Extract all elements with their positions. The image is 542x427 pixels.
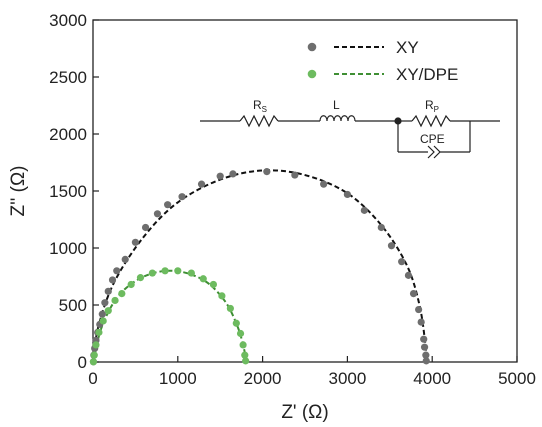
data-point-xy-dpe [90, 351, 98, 359]
data-point-xy [216, 172, 224, 180]
x-tick-label: 3000 [328, 369, 366, 388]
x-tick-label: 1000 [159, 369, 197, 388]
data-point-xy-dpe [241, 351, 249, 359]
data-point-xy [104, 287, 112, 295]
y-axis-title: Z'' (Ω) [8, 166, 29, 217]
data-point-xy-dpe [104, 307, 112, 315]
x-axis-title: Z' (Ω) [281, 402, 328, 423]
data-markers [89, 168, 430, 366]
resistor-rp-icon [411, 114, 451, 128]
legend-marker-xy [307, 42, 317, 52]
data-point-xy-dpe [92, 341, 100, 349]
data-point-xy [108, 276, 117, 284]
x-tick-label: 5000 [498, 369, 536, 388]
data-point-xy [263, 168, 271, 176]
data-point-xy [422, 357, 430, 365]
data-point-xy [320, 180, 328, 188]
data-point-xy [291, 171, 299, 179]
y-tick-label: 3000 [49, 11, 87, 30]
data-point-xy-dpe [242, 357, 250, 365]
data-point-xy-dpe [136, 274, 145, 282]
y-tick-label: 1000 [49, 239, 87, 258]
data-point-xy [343, 190, 351, 199]
data-point-xy-dpe [199, 275, 207, 283]
data-point-xy [420, 335, 428, 343]
data-point-xy [387, 242, 396, 250]
data-point-xy-dpe [161, 267, 169, 275]
data-point-xy [101, 299, 109, 307]
y-tick-label: 500 [59, 296, 87, 315]
circuit-label-cpe: CPE [420, 132, 445, 146]
equivalent-circuit-inset [200, 114, 500, 159]
data-point-xy [197, 180, 206, 188]
data-point-xy [153, 210, 162, 218]
data-point-xy-dpe [209, 280, 218, 289]
data-point-xy-dpe [148, 269, 156, 277]
data-point-xy-dpe [218, 292, 226, 300]
data-point-xy [178, 193, 186, 201]
data-point-xy [360, 206, 368, 214]
data-point-xy [131, 238, 139, 246]
data-point-xy-dpe [95, 328, 103, 336]
circuit-label-l: L [333, 98, 340, 112]
data-point-xy [377, 223, 385, 232]
data-point-xy-dpe [118, 290, 126, 298]
data-point-xy [415, 305, 423, 314]
data-point-xy [141, 223, 150, 232]
data-point-xy [420, 343, 429, 351]
data-point-xy [113, 267, 121, 275]
data-point-xy [409, 290, 418, 298]
fit-line-xy-dpe [92, 269, 247, 363]
x-tick-label: 2000 [244, 369, 282, 388]
data-point-xy-dpe [187, 269, 195, 277]
axis-ticks: 0 1000 2000 3000 4000 5000 0 500 1000 1500 2000 250… [49, 11, 536, 388]
data-point-xy-dpe [111, 296, 119, 305]
y-tick-label: 2500 [49, 68, 87, 87]
fit-curves [92, 169, 428, 363]
y-tick-label: 2000 [49, 125, 87, 144]
data-point-xy [398, 258, 406, 266]
data-point-xy [229, 170, 237, 178]
fit-line-xy [92, 169, 428, 363]
data-point-xy-dpe [226, 304, 234, 313]
data-point-xy [417, 318, 425, 326]
resistor-rs-icon [239, 114, 279, 128]
inductor-l-icon [319, 115, 356, 122]
data-point-xy [422, 351, 430, 359]
data-point-xy-dpe [239, 341, 247, 349]
circuit-labels: RS L RP CPE [253, 98, 445, 146]
y-tick-label: 0 [78, 353, 87, 372]
data-point-xy-dpe [174, 267, 182, 275]
data-point-xy-dpe [232, 319, 240, 327]
data-point-xy-dpe [89, 358, 98, 366]
legend-label-xy-dpe: XY/DPE [396, 65, 458, 84]
circuit-label-rs: RS [253, 98, 267, 114]
data-point-xy [121, 255, 129, 263]
legend-marker-xy-dpe [307, 69, 317, 79]
x-tick-label: 4000 [413, 369, 451, 388]
data-point-xy-dpe [127, 280, 135, 289]
legend-label-xy: XY [396, 38, 419, 57]
data-point-xy [164, 201, 172, 209]
x-tick-label: 0 [88, 369, 97, 388]
data-point-xy-dpe [99, 317, 107, 325]
legend: XY XY/DPE [307, 38, 458, 84]
y-tick-label: 1500 [49, 182, 87, 201]
circuit-label-rp: RP [425, 98, 439, 114]
cpe-element-icon [427, 145, 441, 159]
data-point-xy-dpe [236, 329, 245, 338]
data-point-xy [404, 271, 413, 279]
data-point-xy [98, 310, 106, 318]
